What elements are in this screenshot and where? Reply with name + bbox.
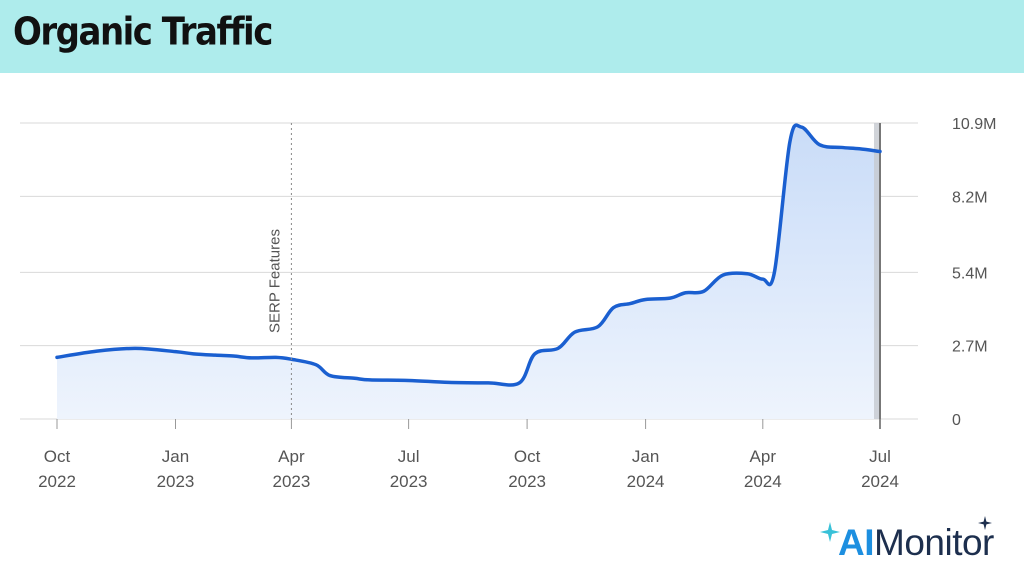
aimonitor-logo: AIMonitor [820, 516, 1020, 572]
sparkle-small-icon [978, 516, 992, 530]
y-tick-label: 10.9M [952, 116, 996, 133]
x-tick-label-month: Oct [514, 447, 541, 466]
y-tick-label: 0 [952, 412, 961, 429]
y-tick-label: 2.7M [952, 339, 988, 356]
logo-wordmark: AIMonitor [838, 522, 994, 564]
x-tick-label-month: Apr [750, 447, 777, 466]
logo-ai-text: AI [838, 522, 875, 563]
x-tick-label-month: Jul [398, 447, 420, 466]
x-tick-label-month: Oct [44, 447, 71, 466]
x-tick-label-year: 2023 [390, 472, 428, 491]
area-fill [57, 125, 880, 419]
organic-traffic-chart: 0 2.7M 5.4M 8.2M 10.9M SERP Features Oct 2022 Ja… [20, 116, 996, 491]
page-title: Organic Traffic [13, 10, 273, 55]
x-tick-label-month: Jan [162, 447, 189, 466]
x-tick-label-year: 2023 [272, 472, 310, 491]
header-bar: Organic Traffic [0, 0, 1024, 73]
x-tick-label-year: 2024 [861, 472, 899, 491]
sparkle-icon [820, 522, 840, 542]
annotation-label: SERP Features [266, 229, 283, 333]
x-tick-label-year: 2023 [508, 472, 546, 491]
x-tick-label-year: 2024 [744, 472, 782, 491]
x-tick-label-year: 2022 [38, 472, 76, 491]
x-tick-label-year: 2023 [157, 472, 195, 491]
logo-monitor-text: Monitor [874, 522, 994, 563]
traffic-line [55, 123, 882, 387]
y-tick-label: 8.2M [952, 189, 988, 206]
current-period-band [874, 123, 880, 419]
x-tick-label-month: Jan [632, 447, 659, 466]
x-tick-label-month: Apr [278, 447, 305, 466]
y-tick-label: 5.4M [952, 265, 988, 282]
x-tick-label-month: Jul [869, 447, 891, 466]
x-tick-label-year: 2024 [627, 472, 665, 491]
